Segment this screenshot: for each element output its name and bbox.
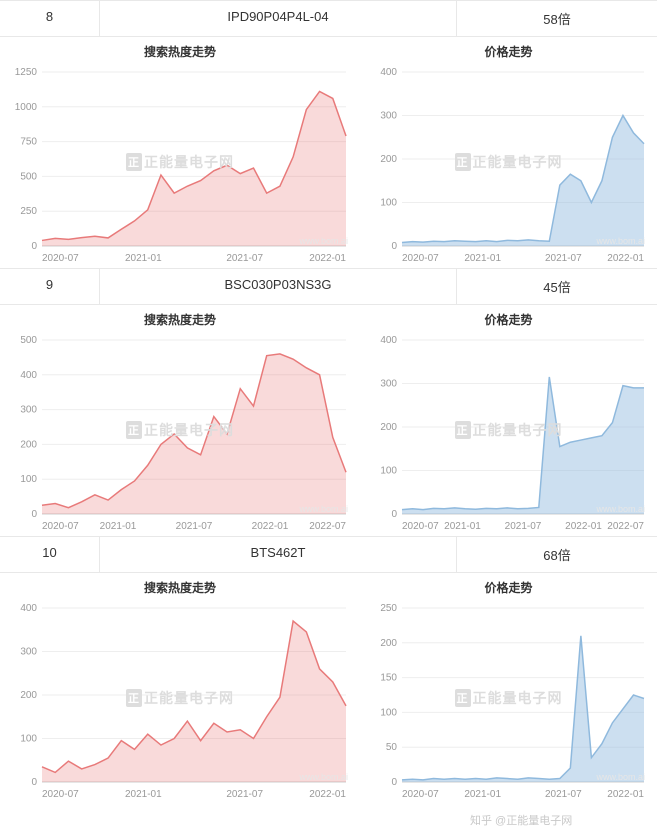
svg-text:200: 200	[380, 154, 397, 165]
svg-text:100: 100	[20, 734, 37, 745]
product-header: 10 BTS462T 68倍	[0, 537, 657, 573]
svg-text:400: 400	[380, 335, 397, 346]
chart-title-left: 搜索热度走势	[4, 311, 356, 328]
charts-row: 搜索热度走势 0 100 200 300 400 500 2020-07 2021-01 202…	[0, 305, 657, 536]
price-trend-chart: 价格走势 0 50 100 150 200 250 2020-07 2021-01 2021-0…	[360, 573, 657, 804]
svg-text:2022-01: 2022-01	[309, 253, 346, 264]
rank-cell: 9	[0, 269, 100, 304]
svg-text:300: 300	[380, 379, 397, 390]
chart-title-left: 搜索热度走势	[4, 579, 356, 596]
search-trend-chart: 搜索热度走势 0 100 200 300 400 500 2020-07 2021-01 202…	[0, 305, 360, 536]
svg-text:2021-01: 2021-01	[125, 789, 162, 800]
svg-text:0: 0	[391, 241, 397, 252]
svg-text:500: 500	[20, 171, 37, 182]
svg-text:100: 100	[380, 707, 397, 718]
svg-text:2021-07: 2021-07	[545, 253, 582, 264]
rank-cell: 10	[0, 537, 100, 572]
svg-text:0: 0	[391, 777, 397, 788]
svg-text:300: 300	[20, 405, 37, 416]
multiplier-cell: 68倍	[457, 537, 657, 572]
part-number-cell: IPD90P04P4L-04	[100, 1, 457, 36]
svg-text:2020-07: 2020-07	[42, 789, 79, 800]
chart-title-right: 价格走势	[364, 311, 653, 328]
svg-text:400: 400	[20, 370, 37, 381]
svg-text:1250: 1250	[15, 67, 38, 78]
chart-title-left: 搜索热度走势	[4, 43, 356, 60]
svg-text:2021-07: 2021-07	[226, 253, 263, 264]
svg-text:300: 300	[20, 647, 37, 658]
search-trend-chart: 搜索热度走势 0 250 500 750 1000 1250 2020-07 2021-01 2…	[0, 37, 360, 268]
svg-text:2022-01: 2022-01	[309, 789, 346, 800]
svg-text:750: 750	[20, 137, 37, 148]
svg-text:400: 400	[20, 603, 37, 614]
multiplier-cell: 45倍	[457, 269, 657, 304]
svg-text:200: 200	[20, 690, 37, 701]
svg-text:2021-01: 2021-01	[100, 521, 137, 532]
svg-text:2020-07: 2020-07	[42, 521, 79, 532]
svg-text:400: 400	[380, 67, 397, 78]
svg-text:2021-01: 2021-01	[464, 253, 501, 264]
svg-text:2022-01: 2022-01	[565, 521, 602, 532]
svg-text:200: 200	[20, 439, 37, 450]
price-trend-chart: 价格走势 0 100 200 300 400 2020-07 2021-01 2021-07 2…	[360, 305, 657, 536]
chart-title-right: 价格走势	[364, 43, 653, 60]
svg-text:150: 150	[380, 673, 397, 684]
svg-text:2020-07: 2020-07	[42, 253, 79, 264]
svg-text:2022-01: 2022-01	[607, 789, 644, 800]
part-number-cell: BSC030P03NS3G	[100, 269, 457, 304]
svg-text:2022-01: 2022-01	[607, 253, 644, 264]
svg-text:2020-07: 2020-07	[402, 521, 439, 532]
price-trend-chart: 价格走势 0 100 200 300 400 2020-07 2021-01 2021-07 2…	[360, 37, 657, 268]
svg-text:100: 100	[20, 474, 37, 485]
product-row: 8 IPD90P04P4L-04 58倍 搜索热度走势 0 250 500 750 10…	[0, 0, 657, 268]
svg-text:200: 200	[380, 422, 397, 433]
rank-cell: 8	[0, 1, 100, 36]
svg-text:2021-07: 2021-07	[226, 789, 263, 800]
product-header: 9 BSC030P03NS3G 45倍	[0, 269, 657, 305]
svg-text:1000: 1000	[15, 102, 38, 113]
svg-text:2021-01: 2021-01	[464, 789, 501, 800]
product-row: 10 BTS462T 68倍 搜索热度走势 01002003004002020-…	[0, 536, 657, 804]
svg-text:2021-07: 2021-07	[505, 521, 542, 532]
multiplier-cell: 58倍	[457, 1, 657, 36]
chart-title-right: 价格走势	[364, 579, 653, 596]
svg-text:2021-01: 2021-01	[125, 253, 162, 264]
svg-text:2021-07: 2021-07	[176, 521, 213, 532]
charts-row: 搜索热度走势 0 100 200 300 400 2020-07 2021-01 2021-0…	[0, 573, 657, 804]
part-number-cell: BTS462T	[100, 537, 457, 572]
svg-text:2020-07: 2020-07	[402, 789, 439, 800]
svg-text:2022-07: 2022-07	[309, 521, 346, 532]
product-header: 8 IPD90P04P4L-04 58倍	[0, 1, 657, 37]
zhihu-attribution: 知乎 @正能量电子网	[470, 812, 572, 828]
svg-text:250: 250	[380, 603, 397, 614]
svg-text:500: 500	[20, 335, 37, 346]
svg-text:2020-07: 2020-07	[402, 253, 439, 264]
svg-text:200: 200	[380, 638, 397, 649]
charts-row: 搜索热度走势 0250500750100012502020-072021-012…	[0, 37, 657, 268]
svg-text:300: 300	[380, 111, 397, 122]
svg-text:100: 100	[380, 466, 397, 477]
svg-text:0: 0	[391, 509, 397, 520]
svg-text:2022-07: 2022-07	[607, 521, 644, 532]
svg-text:2021-01: 2021-01	[444, 521, 481, 532]
svg-text:250: 250	[20, 206, 37, 217]
svg-text:0: 0	[31, 509, 37, 520]
svg-text:2021-07: 2021-07	[545, 789, 582, 800]
svg-text:0: 0	[31, 241, 37, 252]
svg-text:50: 50	[386, 742, 398, 753]
svg-text:2022-01: 2022-01	[252, 521, 289, 532]
product-row: 9 BSC030P03NS3G 45倍 搜索热度走势 0 100 200 300 400…	[0, 268, 657, 536]
svg-text:100: 100	[380, 198, 397, 209]
search-trend-chart: 搜索热度走势 0 100 200 300 400 2020-07 2021-01 2021-0…	[0, 573, 360, 804]
svg-text:0: 0	[31, 777, 37, 788]
